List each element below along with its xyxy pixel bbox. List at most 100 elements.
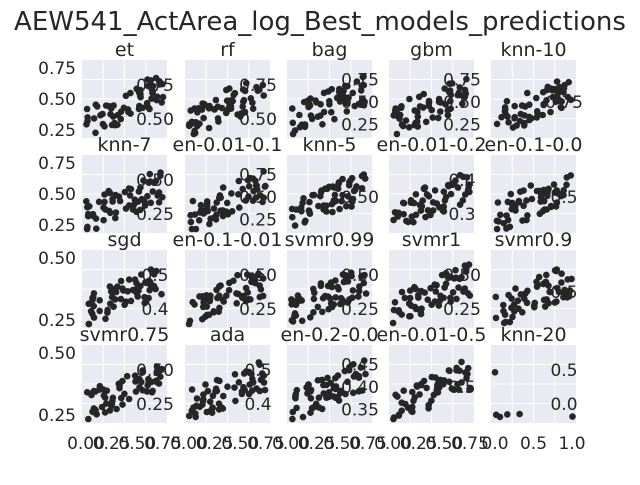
inner-tick-label: 0.50 <box>443 93 481 113</box>
scatter-point <box>202 381 209 388</box>
inner-tick-label: 0.75 <box>545 93 583 113</box>
scatter-point <box>506 318 514 326</box>
scatter-point <box>86 203 93 210</box>
panel: 0.5 svmr0.9 <box>491 229 578 328</box>
scatter-point <box>289 119 297 127</box>
scatter-point <box>343 202 350 210</box>
scatter-point <box>315 394 323 402</box>
scatter-point <box>116 381 123 389</box>
scatter-point <box>568 275 575 283</box>
scatter-point <box>200 391 207 398</box>
scatter-point <box>135 188 143 195</box>
scatter-point <box>125 202 133 209</box>
scatter-point <box>500 220 508 227</box>
scatter-point <box>501 311 509 319</box>
scatter-point <box>121 390 128 398</box>
scatter-point <box>214 103 222 110</box>
scatter-point <box>552 203 560 210</box>
scatter-point <box>331 115 338 123</box>
scatter-point <box>289 415 296 423</box>
panel: 0.5 en-0.1-0.0 <box>485 134 582 233</box>
scatter-point <box>318 376 326 384</box>
scatter-point <box>310 295 318 303</box>
scatter-point <box>444 107 452 114</box>
panel: 0.75 0.50 0.25 en-0.01-0.1 <box>173 134 282 233</box>
scatter-point <box>195 217 203 224</box>
inner-tick-label: 0.50 <box>136 171 174 191</box>
panel-title: svmr1 <box>402 229 462 251</box>
scatter-point <box>256 282 263 289</box>
scatter-point <box>507 190 515 198</box>
scatter-point <box>312 400 320 408</box>
inner-tick-label: 0.50 <box>136 110 174 130</box>
scatter-point <box>458 358 465 366</box>
panel-title: et <box>115 39 134 61</box>
y-tick-label: 0.25 <box>38 216 76 236</box>
scatter-point <box>492 293 500 301</box>
scatter-point <box>453 295 460 303</box>
inner-tick-label: 0.75 <box>443 70 481 90</box>
scatter-point <box>190 404 197 411</box>
scatter-point <box>153 267 160 275</box>
scatter-point <box>106 283 114 290</box>
scatter-point <box>189 298 196 306</box>
x-tick-label: 0.50 <box>323 434 361 454</box>
inner-tick-label: 0.25 <box>239 211 277 231</box>
scatter-point <box>90 302 97 310</box>
scatter-point <box>301 219 309 226</box>
scatter-point <box>332 294 340 301</box>
scatter-point <box>553 266 561 273</box>
scatter-point <box>400 387 408 395</box>
x-tick-label: 0.50 <box>221 434 259 454</box>
scatter-point <box>221 210 229 218</box>
scatter-point <box>306 208 313 216</box>
scatter-point <box>83 105 91 113</box>
scatter-point <box>119 401 126 408</box>
scatter-point <box>553 78 561 85</box>
scatter-point <box>406 294 414 302</box>
panel-title: sgd <box>107 229 141 251</box>
scatter-point <box>143 99 151 107</box>
inner-tick-label: 0.5 <box>550 283 577 303</box>
scatter-point <box>452 266 459 274</box>
scatter-point <box>401 294 409 302</box>
scatter-point <box>535 273 543 281</box>
scatter-point <box>412 191 420 198</box>
scatter-point <box>187 211 194 219</box>
scatter-point <box>117 108 125 115</box>
inner-tick-label: 0.75 <box>341 70 379 90</box>
scatter-point <box>452 274 460 282</box>
scatter-point <box>569 413 576 420</box>
scatter-point <box>159 193 166 201</box>
scatter-point <box>492 314 500 322</box>
scatter-point <box>331 191 339 199</box>
inner-tick-label: 0.75 <box>239 76 277 96</box>
scatter-point <box>254 271 262 279</box>
scatter-point <box>298 317 306 325</box>
scatter-point <box>449 289 457 296</box>
scatter-point <box>433 387 441 394</box>
scatter-point <box>360 102 368 109</box>
scatter-point <box>315 202 322 210</box>
scatter-point <box>527 182 535 189</box>
scatter-point <box>117 115 125 123</box>
scatter-point <box>556 83 563 91</box>
scatter-point <box>147 77 155 84</box>
y-tick-label: 0.50 <box>38 344 76 364</box>
scatter-point <box>442 101 449 108</box>
scatter-point <box>289 213 296 221</box>
scatter-point <box>132 378 139 385</box>
scatter-point <box>330 301 338 308</box>
scatter-point <box>319 308 326 316</box>
scatter-point <box>236 204 243 211</box>
inner-tick-label: 0.45 <box>341 355 379 375</box>
scatter-point <box>205 105 213 112</box>
scatter-point <box>411 107 419 114</box>
scatter-point <box>500 319 508 327</box>
scatter-point <box>334 283 342 291</box>
inner-tick-label: 0.5 <box>448 378 475 398</box>
scatter-point <box>139 104 146 112</box>
scatter-point <box>416 306 423 313</box>
